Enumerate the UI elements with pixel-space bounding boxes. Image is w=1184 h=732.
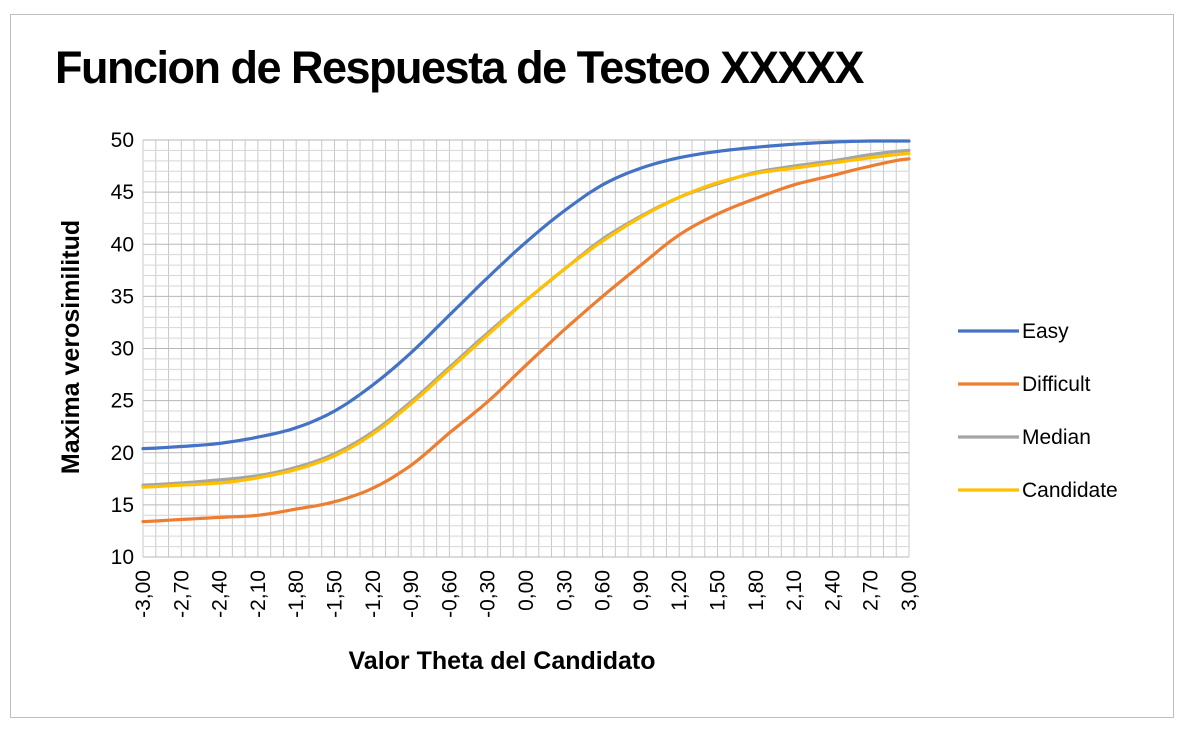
x-tick-label: 2,70 — [860, 570, 883, 611]
x-tick-label: -2,40 — [209, 570, 232, 618]
x-tick-label: -0,30 — [477, 570, 500, 618]
legend-label-difficult: Difficult — [1022, 373, 1091, 396]
x-tick-label: -1,80 — [285, 570, 308, 618]
y-tick-label: 20 — [111, 442, 134, 465]
x-axis-title: Valor Theta del Candidato — [349, 647, 656, 675]
x-tick-label: -2,10 — [247, 570, 270, 618]
y-tick-label: 25 — [111, 390, 134, 413]
x-tick-label: -1,20 — [362, 570, 385, 618]
x-tick-label: 0,90 — [630, 570, 653, 611]
x-tick-label: 2,40 — [821, 570, 844, 611]
y-tick-label: 15 — [111, 494, 134, 517]
x-tick-label: 0,30 — [553, 570, 576, 611]
x-tick-label: 1,80 — [745, 570, 768, 611]
y-tick-label: 35 — [111, 285, 134, 308]
y-tick-label: 40 — [111, 233, 134, 256]
y-axis-title: Maxima verosimilitud — [57, 220, 85, 474]
y-tick-label: 45 — [111, 181, 134, 204]
legend-label-median: Median — [1022, 426, 1091, 449]
x-tick-label: -1,50 — [324, 570, 347, 618]
series-line-candidate — [141, 152, 911, 489]
plot-grid — [142, 139, 910, 558]
x-tick-label: -3,00 — [132, 570, 155, 618]
x-tick-label: -0,60 — [438, 570, 461, 618]
x-tick-label: 1,50 — [707, 570, 730, 611]
x-tick-label: 3,00 — [898, 570, 921, 611]
x-tick-label: 0,00 — [515, 570, 538, 611]
y-tick-label: 50 — [111, 129, 134, 152]
x-tick-label: -0,90 — [400, 570, 423, 618]
x-tick-label: 1,20 — [668, 570, 691, 611]
x-tick-label: 2,10 — [783, 570, 806, 611]
x-tick-label: 0,60 — [592, 570, 615, 611]
series-line-difficult — [141, 157, 911, 524]
legend-label-easy: Easy — [1022, 320, 1069, 343]
y-tick-label: 30 — [111, 338, 134, 361]
x-tick-label: -2,70 — [170, 570, 193, 618]
series-line-easy — [141, 139, 911, 451]
chart-frame — [10, 14, 1174, 718]
legend-label-candidate: Candidate — [1022, 479, 1118, 502]
y-tick-label: 10 — [111, 546, 134, 569]
chart-title: Funcion de Respuesta de Testeo XXXXX — [55, 42, 864, 93]
